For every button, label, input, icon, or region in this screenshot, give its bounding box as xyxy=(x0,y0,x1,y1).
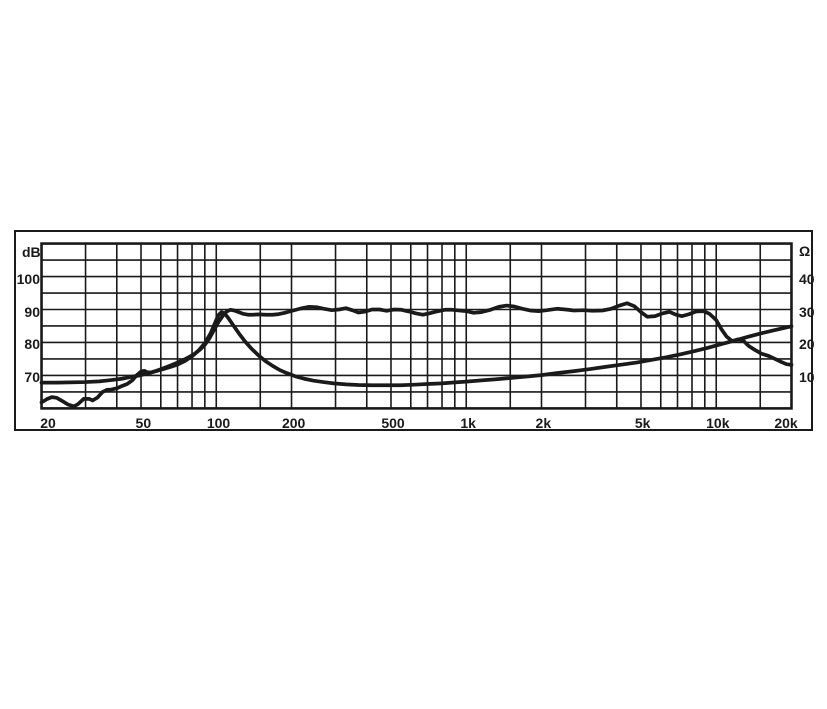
unit-label-db: dB xyxy=(22,244,41,260)
x-tick-label: 20 xyxy=(40,415,56,431)
chart-outer-frame: dB Ω 100 90 80 70 40 30 20 10 20 50 100 200 500 1k 2… xyxy=(14,230,815,431)
x-tick-label: 2k xyxy=(535,415,552,431)
x-tick-label: 500 xyxy=(381,415,405,431)
y-tick-label-left: 80 xyxy=(24,336,40,353)
y-tick-label-right: 10 xyxy=(799,369,815,386)
spl-curve xyxy=(39,301,794,409)
impedance-curve xyxy=(39,310,794,388)
y-tick-label-right: 40 xyxy=(799,270,815,287)
x-tick-label: 100 xyxy=(206,415,231,431)
y-tick-label-left: 100 xyxy=(16,270,40,287)
x-tick-label: 20k xyxy=(774,415,798,431)
y-tick-label-right: 20 xyxy=(799,336,815,353)
x-tick-label: 10k xyxy=(706,415,730,431)
grid xyxy=(41,243,792,409)
x-tick-label: 1k xyxy=(460,415,476,431)
x-tick-label: 200 xyxy=(281,415,306,431)
x-tick-label: 50 xyxy=(135,415,152,431)
x-tick-label: 5k xyxy=(634,415,651,431)
y-tick-label-left: 70 xyxy=(24,369,40,386)
y-tick-label-right: 30 xyxy=(799,303,815,320)
y-tick-label-left: 90 xyxy=(24,303,40,320)
unit-label-ohm: Ω xyxy=(799,243,811,259)
plot-svg xyxy=(39,242,794,410)
